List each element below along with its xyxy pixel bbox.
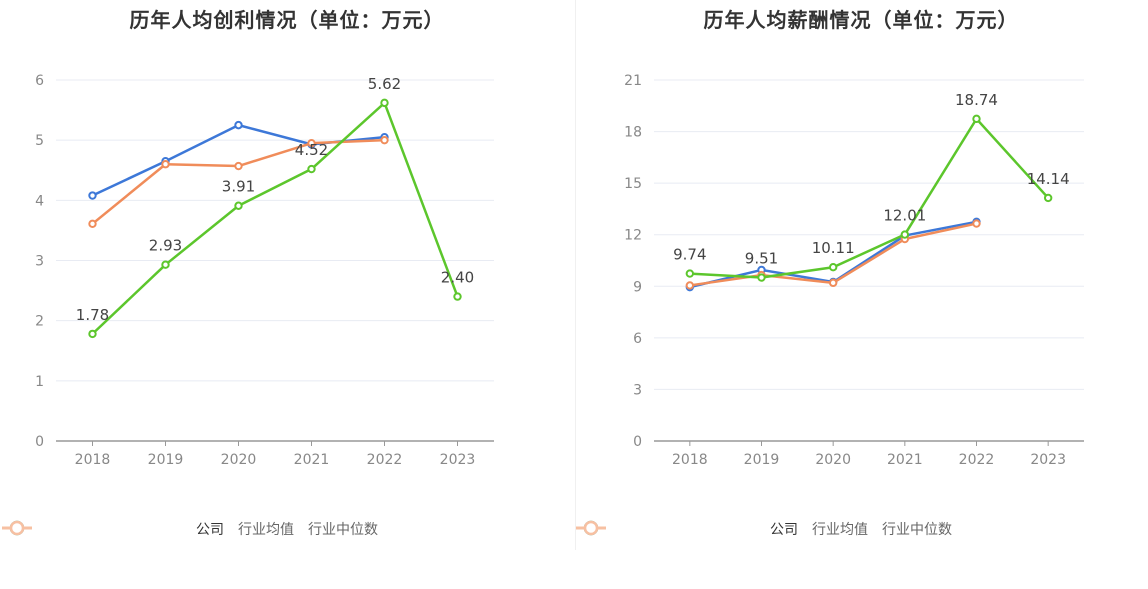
data-point [380, 98, 389, 108]
data-label: 12.01 [883, 207, 926, 225]
x-tick-label: 2020 [221, 452, 257, 468]
y-tick-label: 2 [35, 314, 44, 330]
y-tick-label: 3 [35, 254, 44, 270]
data-label: 14.14 [1027, 170, 1070, 188]
x-tick-label: 2022 [367, 452, 403, 468]
x-tick-label: 2020 [815, 452, 851, 468]
x-tick-label: 2018 [672, 452, 708, 468]
data-point [234, 161, 243, 171]
data-label: 18.74 [955, 91, 998, 109]
data-point [1043, 193, 1053, 203]
chart-title: 历年人均创利情况（单位：万元） [129, 8, 445, 32]
legend-item-industry-avg[interactable]: 行业均值 [2, 519, 294, 539]
salary-chart-panel: 历年人均薪酬情况（单位：万元） 0 3 6 9 12 15 18 21 2018 2019 2020… [574, 0, 1148, 589]
chart-legend: 公司 行业均值 行业中位数 [574, 519, 1148, 539]
legend-item-company[interactable]: 公司 [2, 519, 224, 539]
y-tick-label: 3 [633, 382, 642, 398]
data-point [828, 278, 838, 288]
data-label: 5.62 [368, 75, 401, 93]
x-tick-label: 2019 [148, 452, 184, 468]
data-point [88, 219, 97, 228]
y-tick-label: 21 [624, 73, 642, 89]
y-tick-label: 0 [35, 434, 44, 450]
legend-label: 公司 [770, 522, 798, 538]
data-point [380, 135, 389, 145]
legend-label: 行业均值 [238, 522, 294, 538]
data-point [757, 273, 766, 282]
y-tick-label: 18 [624, 125, 642, 141]
data-point [88, 329, 97, 339]
data-label: 10.11 [812, 239, 855, 257]
y-tick-label: 15 [624, 176, 642, 192]
data-label: 2.93 [149, 237, 182, 255]
x-tick-label: 2018 [75, 452, 111, 468]
legend-line-marker-icon [576, 520, 606, 536]
data-point [88, 191, 97, 200]
y-tick-label: 6 [35, 73, 44, 89]
data-point [161, 160, 170, 169]
y-tick-label: 9 [633, 279, 642, 295]
y-tick-label: 4 [35, 193, 44, 209]
legend-item-company[interactable]: 公司 [576, 519, 798, 539]
legend-label: 行业均值 [812, 522, 868, 538]
data-label: 2.40 [441, 269, 474, 287]
legend-item-industry-median[interactable]: 行业中位数 [576, 519, 952, 539]
x-tick-label: 2023 [440, 452, 476, 468]
data-point [685, 281, 695, 290]
legend-label: 公司 [196, 522, 224, 538]
series-line [91, 101, 459, 335]
legend-item-industry-avg[interactable]: 行业均值 [576, 519, 868, 539]
legend-item-industry-median[interactable]: 行业中位数 [2, 519, 378, 539]
data-label: 3.91 [222, 178, 255, 196]
x-tick-label: 2021 [887, 452, 923, 468]
y-tick-label: 0 [633, 434, 642, 450]
data-point [307, 138, 316, 148]
data-point [685, 269, 695, 278]
y-tick-label: 12 [624, 228, 642, 244]
series-line [689, 117, 1050, 279]
data-point [234, 201, 243, 210]
data-label: 4.52 [295, 141, 328, 159]
legend-label: 行业中位数 [882, 522, 952, 538]
legend-line-marker-icon [2, 520, 32, 536]
data-point [972, 114, 981, 124]
data-point [972, 219, 981, 228]
panel-divider [575, 0, 576, 550]
chart-title: 历年人均薪酬情况（单位：万元） [703, 8, 1019, 32]
y-tick-label: 5 [35, 133, 44, 149]
data-point [900, 230, 910, 239]
y-tick-label: 1 [35, 374, 44, 390]
x-tick-label: 2023 [1030, 452, 1066, 468]
salary-line-chart: 0 3 6 9 12 15 18 21 2018 2019 2020 2021 2022 2023 9.74… [624, 73, 1084, 468]
x-tick-label: 2022 [959, 452, 995, 468]
legend-label: 行业中位数 [308, 522, 378, 538]
profit-line-chart: 0 1 2 3 4 5 6 2018 2019 2020 2021 2022 2023 1.78 2.93 3… [35, 73, 494, 468]
data-point [234, 120, 243, 130]
y-tick-label: 6 [633, 331, 642, 347]
chart-legend: 公司 行业均值 行业中位数 [0, 519, 574, 539]
data-label: 9.51 [745, 250, 778, 268]
data-label: 1.78 [76, 306, 109, 324]
profit-chart-panel: 历年人均创利情况（单位：万元） 0 1 2 3 4 5 6 2018 2019 2020 2021 2… [0, 8, 574, 539]
x-tick-label: 2021 [294, 452, 330, 468]
data-point [307, 164, 316, 174]
data-point [828, 263, 838, 272]
x-tick-label: 2019 [744, 452, 780, 468]
data-point [453, 292, 462, 301]
data-label: 9.74 [673, 246, 706, 264]
data-point [161, 260, 170, 269]
